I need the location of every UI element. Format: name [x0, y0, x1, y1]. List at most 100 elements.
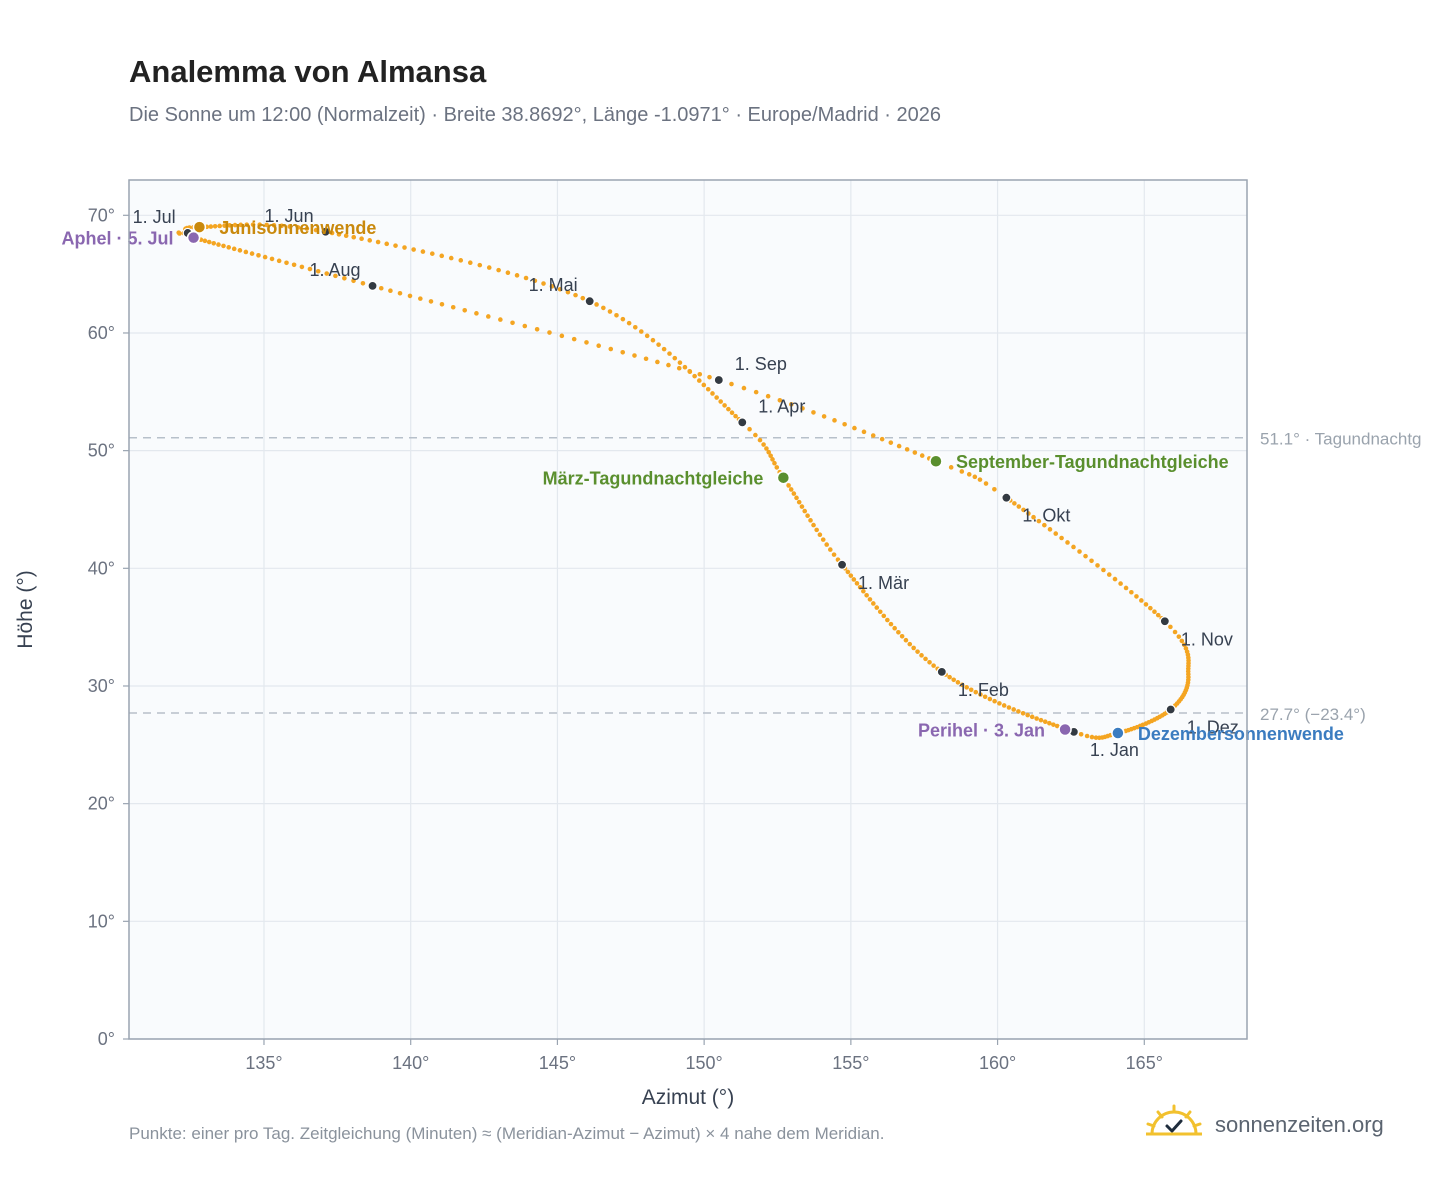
daily-point — [549, 284, 555, 289]
month-marker — [320, 226, 331, 237]
daily-point — [861, 588, 866, 594]
daily-point — [772, 460, 777, 466]
daily-point — [607, 309, 613, 314]
daily-point — [828, 547, 833, 552]
daily-point — [977, 477, 983, 482]
daily-point — [1012, 501, 1017, 506]
daily-point — [1093, 735, 1099, 740]
plot-area — [129, 180, 1247, 1039]
daily-point — [973, 689, 979, 695]
daily-point — [959, 682, 965, 688]
month-marker — [1159, 616, 1170, 627]
daily-point — [643, 356, 649, 362]
month-label: 1. Jun — [265, 206, 314, 226]
daily-point — [655, 359, 660, 365]
daily-point — [206, 239, 212, 245]
month-label: 1. Mai — [529, 275, 578, 295]
daily-point — [523, 275, 529, 281]
daily-point — [1172, 629, 1178, 635]
daily-point — [796, 499, 802, 505]
daily-point — [912, 450, 918, 455]
daily-point — [1134, 594, 1139, 599]
daily-point — [955, 680, 961, 685]
y-tick-label: 0° — [98, 1029, 115, 1049]
daily-point — [747, 426, 752, 432]
daily-point — [722, 403, 727, 408]
special-label: September-Tagundnachtgleiche — [956, 452, 1229, 472]
daily-point — [208, 224, 214, 229]
daily-point — [227, 223, 232, 228]
daily-point — [1006, 705, 1012, 710]
daily-point — [505, 270, 511, 275]
daily-point — [343, 233, 349, 239]
daily-point — [1016, 504, 1022, 509]
daily-point — [632, 353, 637, 358]
daily-point — [313, 227, 319, 233]
special-label: Junisonnenwende — [219, 218, 376, 238]
daily-point — [892, 625, 897, 631]
daily-point — [656, 342, 661, 347]
daily-point — [1083, 553, 1088, 559]
daily-point — [486, 314, 491, 319]
daily-point — [324, 271, 330, 276]
daily-point — [692, 373, 697, 379]
daily-point — [808, 518, 813, 523]
y-tick-label: 10° — [88, 911, 115, 931]
daily-point — [1143, 602, 1149, 607]
daily-point — [393, 243, 398, 248]
daily-point — [696, 378, 702, 383]
daily-point — [972, 474, 978, 480]
month-marker — [713, 374, 724, 386]
daily-point — [1071, 544, 1076, 550]
daily-point — [951, 677, 957, 683]
daily-point — [896, 629, 901, 635]
daily-point — [644, 333, 650, 339]
daily-point — [232, 222, 238, 228]
daily-point — [601, 305, 606, 311]
month-label: 1. Sep — [735, 354, 787, 374]
daily-point — [262, 254, 268, 260]
daily-point — [571, 336, 577, 342]
daily-point — [753, 432, 758, 438]
daily-point — [202, 238, 208, 244]
daily-point — [1139, 598, 1144, 603]
daily-point — [226, 245, 232, 250]
daily-point — [1065, 540, 1070, 545]
plot-frame — [128, 179, 1248, 1040]
daily-point — [845, 569, 851, 575]
daily-point — [899, 633, 905, 639]
special-point — [1111, 726, 1125, 740]
x-tick-label: 150° — [686, 1053, 723, 1073]
daily-point — [701, 382, 707, 388]
special-label: Aphel · 5. Jul — [62, 229, 174, 249]
x-axis-title: Azimut (°) — [642, 1086, 734, 1109]
daily-point — [661, 346, 667, 352]
daily-point — [221, 243, 226, 249]
daily-point — [486, 265, 492, 270]
daily-point — [888, 621, 894, 627]
daily-point — [888, 440, 894, 445]
daily-point — [584, 340, 589, 345]
daily-point — [411, 247, 416, 252]
y-tick-label: 50° — [88, 441, 115, 461]
daily-point — [359, 236, 364, 242]
daily-point — [1031, 514, 1036, 520]
daily-point — [842, 421, 847, 427]
daily-point — [650, 337, 656, 343]
daily-point — [802, 508, 808, 514]
brand[interactable]: sonnenzeiten.org — [1146, 1104, 1406, 1144]
daily-point — [429, 251, 435, 256]
daily-point — [811, 522, 816, 528]
special-point — [186, 230, 201, 245]
daily-point — [439, 253, 445, 259]
daily-point — [667, 351, 672, 356]
daily-point — [532, 278, 538, 284]
daily-point — [1001, 703, 1007, 708]
daily-point — [474, 311, 479, 316]
daily-point — [1106, 572, 1112, 577]
x-tick-label: 155° — [832, 1053, 869, 1073]
daily-point — [439, 302, 445, 307]
daily-point — [342, 275, 347, 281]
daily-point — [244, 222, 250, 228]
month-marker — [1165, 704, 1176, 715]
